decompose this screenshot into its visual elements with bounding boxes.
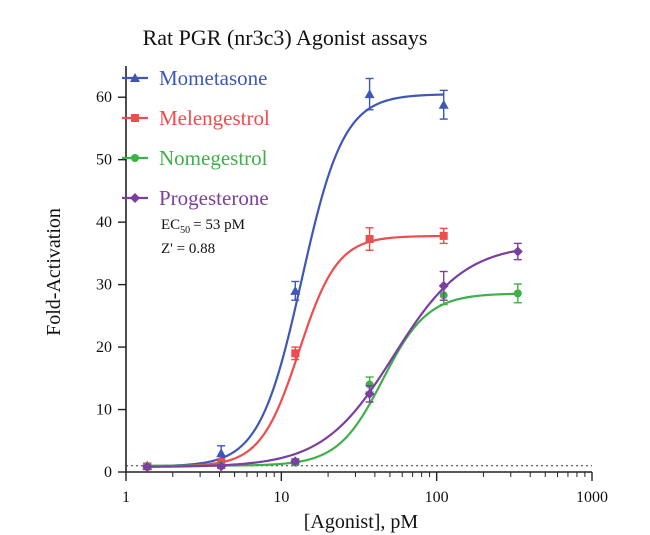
- data-points: [142, 77, 523, 473]
- nomegestrol-data-point: [513, 289, 522, 298]
- x-tick-label: 100: [425, 489, 449, 506]
- ec50-prefix: EC: [161, 217, 180, 233]
- nomegestrol-data-point: [365, 380, 374, 389]
- y-tick-label: 40: [96, 214, 112, 231]
- legend-label: Nomegestrol: [159, 146, 268, 170]
- z-prime-annotation: Z' = 0.88: [161, 241, 215, 257]
- x-tick-label: 1: [122, 489, 130, 506]
- fit-curves: [147, 93, 519, 468]
- y-axis-label: Fold-Activation: [43, 208, 65, 336]
- progesterone-data-point: [142, 462, 153, 473]
- ec50-value: = 53 pM: [193, 217, 245, 233]
- progesterone-data-point: [512, 246, 523, 257]
- ec50-annotation: EC50 = 53 pM: [161, 217, 245, 236]
- y-tick-label: 50: [96, 152, 112, 169]
- mometasone-data-point: [438, 99, 449, 109]
- progesterone-data-point: [438, 280, 449, 291]
- mometasone-data-point: [216, 448, 227, 458]
- ec50-subscript: 50: [180, 225, 190, 236]
- legend-marker: [131, 154, 139, 162]
- progesterone-data-point: [290, 456, 301, 467]
- melengestrol-data-point: [365, 235, 374, 244]
- mometasone-data-point: [364, 89, 375, 99]
- progesterone-data-point: [364, 388, 375, 399]
- legend-marker: [130, 73, 140, 82]
- axes: 0 10 20 30 40 50 60 1 10 100 1000: [96, 66, 608, 506]
- legend-item-progesterone: Progesterone: [122, 186, 269, 210]
- y-tick-label: 20: [96, 339, 112, 356]
- x-axis-label: [Agonist], pM: [304, 511, 419, 533]
- legend-label: Melengestrol: [159, 106, 270, 130]
- mometasone-fit-curve: [147, 93, 444, 468]
- melengestrol-data-point: [439, 231, 448, 240]
- progesterone-fit-curve: [147, 249, 519, 468]
- x-tick-label: 10: [273, 489, 289, 506]
- nomegestrol-fit-curve: [147, 292, 518, 467]
- legend-item-mometasone: Mometasone: [122, 66, 267, 90]
- mometasone-data-point: [290, 285, 301, 295]
- legend-label: Mometasone: [159, 66, 267, 90]
- legend-marker: [131, 114, 139, 122]
- progesterone-data-point: [216, 461, 227, 472]
- chart-title: Rat PGR (nr3c3) Agonist assays: [143, 25, 428, 50]
- y-tick-label: 10: [96, 402, 112, 419]
- melengestrol-data-point: [291, 349, 300, 358]
- legend-item-nomegestrol: Nomegestrol: [122, 146, 268, 170]
- legend-item-melengestrol: Melengestrol: [122, 106, 270, 130]
- legend: Mometasone Melengestrol Nomegestrol Progest…: [122, 66, 270, 210]
- x-tick-label: 1000: [576, 489, 608, 506]
- y-tick-label: 0: [104, 464, 112, 481]
- legend-marker: [130, 193, 140, 203]
- y-tick-label: 60: [96, 89, 112, 106]
- legend-label: Progesterone: [159, 186, 269, 210]
- y-tick-label: 30: [96, 277, 112, 294]
